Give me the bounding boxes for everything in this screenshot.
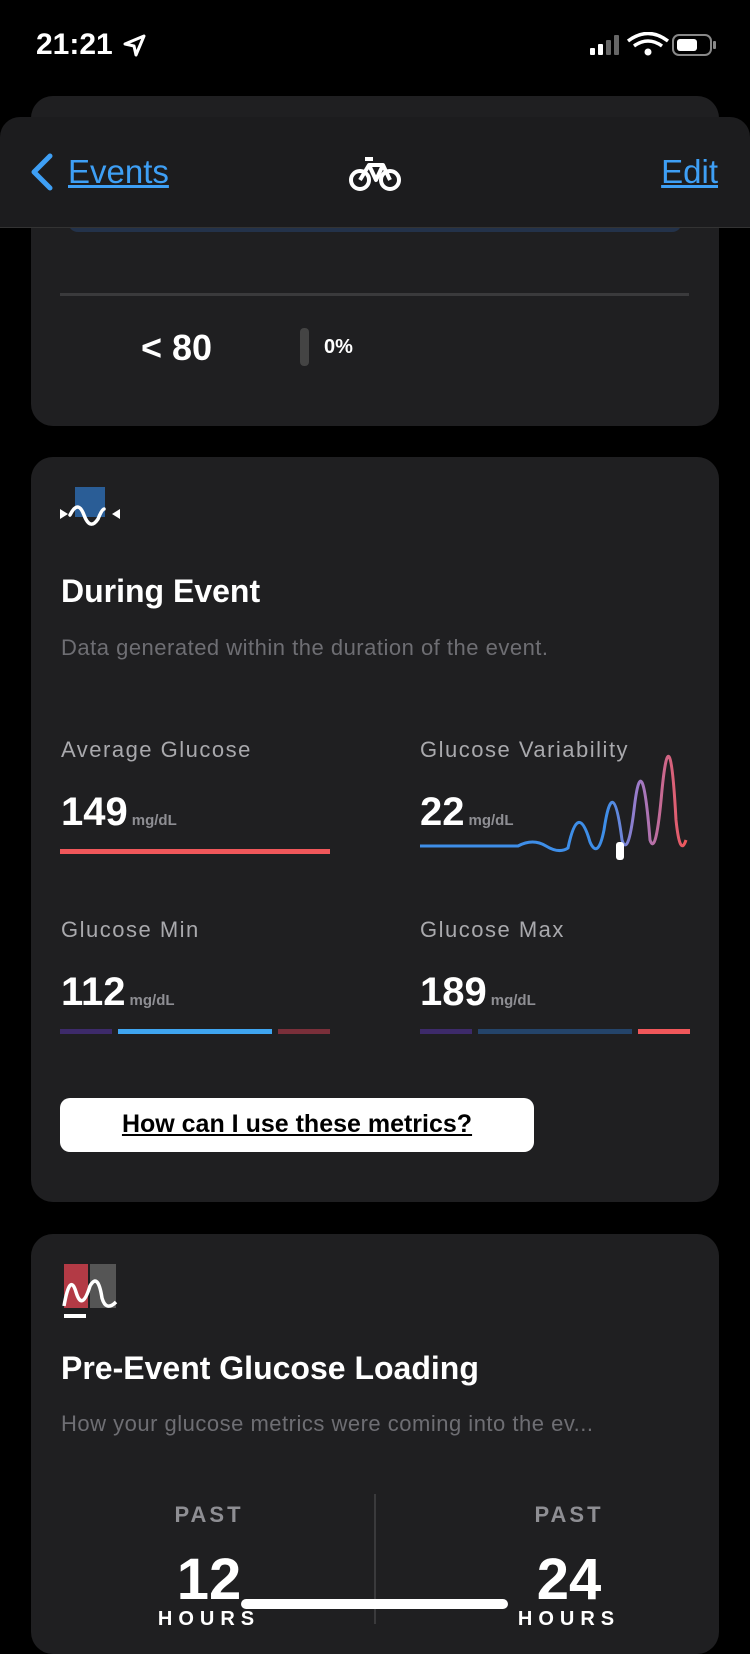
divider — [374, 1494, 376, 1624]
metric-value: 112 mg/dL — [61, 970, 175, 1015]
period-value: 12 — [176, 1547, 242, 1612]
range-segment — [118, 1029, 272, 1034]
period-label: PAST — [174, 1502, 244, 1527]
section-subtitle: How your glucose metrics were coming int… — [61, 1411, 594, 1436]
section-title: Pre-Event Glucose Loading — [61, 1350, 479, 1386]
range-segment — [278, 1029, 330, 1034]
location-icon — [123, 34, 146, 57]
metric-value: 189 mg/dL — [420, 970, 536, 1015]
range-segment — [420, 1029, 472, 1034]
period-unit: HOURS — [157, 1608, 261, 1630]
pre-event-icon — [62, 1264, 118, 1318]
variability-sparkline — [420, 754, 688, 860]
back-button[interactable]: Events — [68, 153, 169, 190]
metric-number: 149 — [61, 790, 128, 834]
metric-value: 149 mg/dL — [61, 790, 177, 835]
range-segment — [60, 1029, 112, 1034]
section-subtitle: Data generated within the duration of th… — [61, 635, 549, 660]
status-time: 21:21 — [36, 28, 113, 61]
nav-bar — [0, 117, 750, 228]
during-event-icon — [60, 487, 120, 526]
metrics-help-button[interactable] — [60, 1098, 534, 1152]
metric-unit: mg/dL — [129, 992, 175, 1009]
range-segment — [638, 1029, 690, 1034]
metric-number: 22 — [420, 790, 465, 834]
back-chevron[interactable] — [26, 152, 56, 192]
period-value: 24 — [536, 1547, 602, 1612]
metric-unit: mg/dL — [468, 812, 514, 829]
edit-button[interactable]: Edit — [661, 153, 718, 190]
metric-label: Glucose Min — [61, 917, 200, 942]
metric-number: 189 — [420, 970, 487, 1014]
divider — [60, 293, 689, 296]
home-indicator — [241, 1599, 508, 1609]
period-label: PAST — [534, 1502, 604, 1527]
metrics-help-text[interactable]: How can I use these metrics? — [121, 1110, 473, 1138]
range-percent: 0% — [324, 336, 353, 358]
range-label: < 80 — [141, 327, 213, 368]
metric-value: 22 mg/dL — [420, 790, 514, 835]
range-mini-bar — [300, 328, 309, 366]
range-segment — [478, 1029, 632, 1034]
section-title: During Event — [61, 573, 261, 609]
metric-unit: mg/dL — [131, 812, 177, 829]
status-icons — [590, 32, 716, 56]
metric-bar — [60, 849, 330, 854]
metric-number: 112 — [61, 970, 126, 1014]
metric-label: Glucose Variability — [420, 737, 630, 762]
metric-unit: mg/dL — [490, 992, 536, 1009]
metric-label: Average Glucose — [61, 737, 252, 762]
metric-label: Glucose Max — [420, 917, 565, 942]
bike-icon — [349, 157, 401, 191]
period-unit: HOURS — [517, 1608, 621, 1630]
